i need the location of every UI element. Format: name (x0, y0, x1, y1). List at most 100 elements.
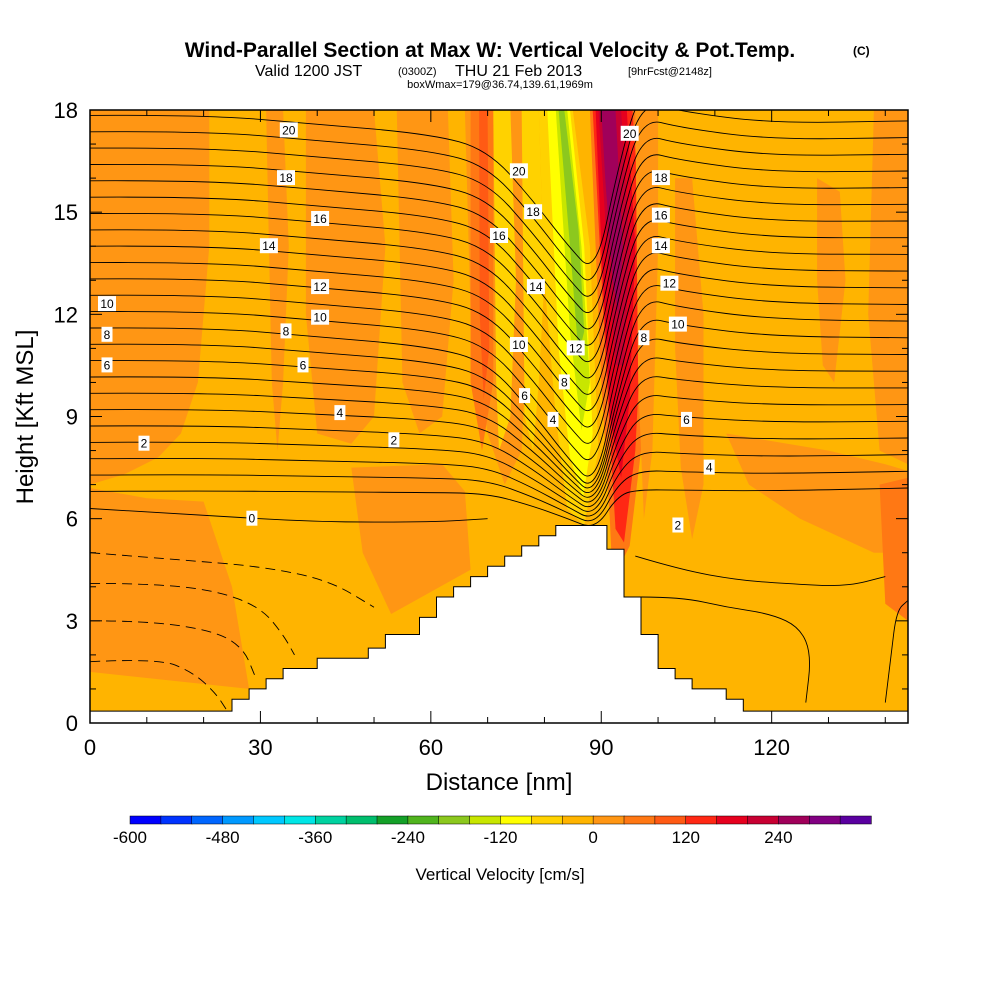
theta-contour-line (90, 110, 908, 281)
svg-text:10: 10 (313, 311, 327, 325)
svg-text:Valid 1200 JST: Valid 1200 JST (255, 63, 363, 80)
contour-label: 8 (638, 330, 650, 346)
field-region-ridge-w (479, 110, 490, 400)
contour-label: 18 (651, 170, 670, 186)
svg-text:20: 20 (512, 164, 526, 178)
svg-text:8: 8 (561, 375, 568, 389)
x-axis-label: Distance [nm] (426, 769, 573, 796)
svg-text:18: 18 (654, 171, 668, 185)
contour-label: 6 (681, 411, 692, 427)
svg-text:2: 2 (675, 519, 682, 533)
x-tick-label: 60 (419, 735, 443, 760)
contour-label: 14 (651, 238, 670, 254)
svg-text:14: 14 (262, 239, 276, 253)
field-region-band (351, 464, 471, 614)
colorbar-swatch (654, 815, 687, 825)
contour-label: 0 (246, 510, 258, 526)
colorbar-swatch (253, 815, 286, 825)
svg-text:10: 10 (512, 338, 526, 352)
colorbar-tick-label: -480 (206, 828, 240, 847)
contour-label: 16 (490, 228, 508, 243)
theta-contour-line (640, 596, 810, 703)
contour-label: 12 (311, 279, 330, 295)
svg-text:8: 8 (641, 331, 648, 345)
contour-label: 8 (558, 374, 570, 390)
svg-text:14: 14 (529, 280, 543, 294)
svg-text:4: 4 (337, 406, 344, 420)
colorbar-swatch (191, 815, 224, 825)
svg-text:16: 16 (492, 229, 506, 243)
y-tick-label: 15 (54, 200, 78, 225)
colorbar-swatch (407, 815, 440, 825)
svg-text:6: 6 (300, 358, 307, 372)
svg-text:20: 20 (623, 127, 637, 141)
y-axis: 0 3 6 9 12 15 18 (54, 98, 908, 736)
theta-contour-line (90, 186, 908, 363)
contour-label: 18 (524, 204, 543, 220)
colorbar-tick-label: 240 (764, 828, 792, 847)
chart-subtitle-box: boxWmax=179@36.74,139.61,1969m (407, 79, 593, 91)
contour-label: 4 (334, 405, 346, 421)
colorbar-tick-label: -600 (113, 828, 147, 847)
field-region-left-low (90, 488, 250, 689)
svg-text:(0300Z): (0300Z) (398, 66, 437, 78)
colorbar-swatch (809, 815, 841, 825)
theta-contour-line (635, 555, 886, 586)
theta-contour-line (90, 357, 908, 494)
field-region-left (90, 110, 210, 485)
y-tick-label: 0 (66, 711, 78, 736)
theta-contour-line (90, 154, 908, 330)
terrain (90, 525, 908, 723)
x-tick-label: 90 (589, 735, 613, 760)
y-tick-label: 3 (66, 609, 78, 634)
svg-text:4: 4 (550, 413, 557, 427)
svg-text:2: 2 (391, 433, 398, 447)
svg-text:16: 16 (313, 212, 327, 226)
field-region-band (396, 110, 454, 434)
colorbar-swatch (592, 815, 625, 825)
contour-label: 12 (660, 275, 679, 291)
theta-contour-line (90, 620, 256, 676)
theta-contour-line (90, 301, 908, 477)
colorbar-swatch (778, 815, 810, 825)
chart-title: Wind-Parallel Section at Max W: Vertical… (185, 39, 796, 62)
colorbar-tick-label: -120 (483, 828, 517, 847)
contour-label: 2 (138, 435, 150, 451)
theta-contour-line (90, 219, 908, 395)
contour-label: 10 (311, 309, 330, 325)
contour-label: 12 (566, 340, 585, 356)
svg-text:12: 12 (569, 341, 583, 355)
contour-label: 4 (703, 459, 715, 475)
field-region-band (879, 477, 908, 621)
field-region-band (675, 178, 704, 540)
theta-contour-line (90, 110, 636, 264)
field-region-ridge-w (493, 110, 516, 451)
x-tick-label: 30 (248, 735, 272, 760)
svg-text:10: 10 (100, 297, 114, 311)
field-region-band (726, 433, 908, 553)
svg-text:2: 2 (141, 437, 148, 451)
x-tick-label: 120 (753, 735, 790, 760)
theta-contour-line (90, 413, 908, 508)
y-tick-label: 9 (66, 405, 78, 430)
contour-label: 6 (297, 357, 309, 373)
contour-label: 8 (280, 323, 292, 339)
colorbar-swatch (562, 815, 594, 825)
contour-label: 10 (509, 337, 528, 352)
colorbar-swatch (685, 815, 718, 825)
colorbar-swatch (345, 815, 378, 825)
svg-text:20: 20 (282, 123, 296, 137)
contour-label: 18 (277, 170, 295, 186)
theta-contour-line (90, 660, 227, 710)
contour-label: 20 (509, 163, 528, 179)
y-tick-label: 18 (54, 98, 78, 123)
theta-contour-line (90, 582, 295, 656)
colorbar-swatch (315, 815, 347, 825)
velocity-field (90, 110, 908, 689)
colorbar-tick-label: 120 (672, 828, 700, 847)
field-region-band (868, 110, 908, 465)
x-axis: 0 30 60 90 120 (84, 110, 886, 760)
contour-label: 16 (311, 211, 330, 226)
svg-text:6: 6 (104, 358, 111, 372)
colorbar-swatch (222, 815, 255, 825)
